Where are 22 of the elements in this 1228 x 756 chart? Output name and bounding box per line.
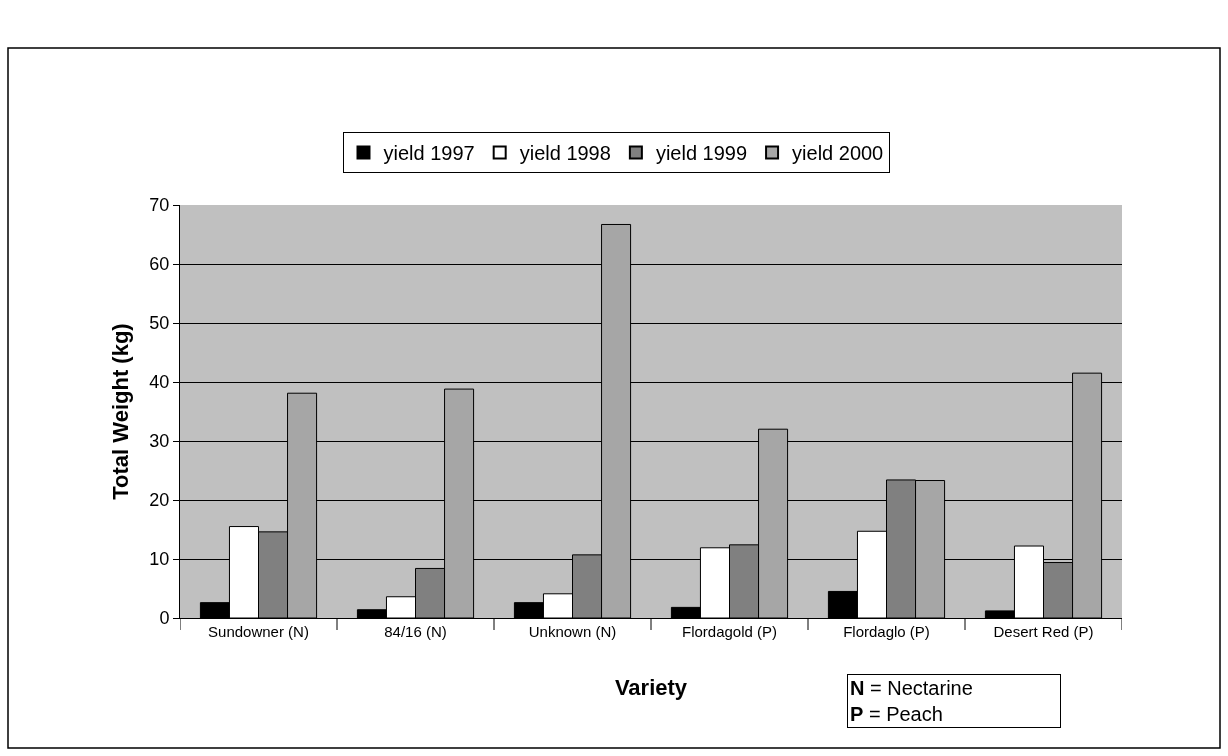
y-tick-label: 40 — [149, 372, 170, 393]
y-tick-label: 70 — [149, 195, 170, 216]
x-tick-label: Desert Red (P) — [993, 623, 1094, 640]
y-tick-label: 50 — [149, 313, 170, 334]
legend-label: yield 1997 — [383, 142, 475, 165]
y-tick-label: 30 — [149, 431, 170, 452]
y-tick-label: 20 — [149, 490, 170, 511]
x-axis-title: Variety — [614, 674, 688, 700]
y-axis-title: Total Weight (kg) — [108, 323, 134, 500]
y-tick-label: 0 — [159, 608, 170, 629]
legend-label: yield 1999 — [655, 142, 748, 165]
x-tick-label: Flordaglo (P) — [843, 623, 930, 640]
x-tick-label: 84/16 (N) — [384, 623, 447, 640]
legend-label: yield 2000 — [792, 142, 884, 165]
text: N = Nectarine — [850, 677, 973, 699]
x-tick-label: Sundowner (N) — [208, 623, 309, 640]
legend-label: yield 1998 — [519, 142, 611, 165]
y-tick-label: 60 — [149, 254, 170, 275]
y-tick-label: 10 — [149, 549, 170, 570]
x-tick-label: Flordagold (P) — [681, 623, 778, 640]
x-tick-label: Unknown (N) — [528, 623, 617, 640]
text: P = Peach — [850, 703, 943, 725]
